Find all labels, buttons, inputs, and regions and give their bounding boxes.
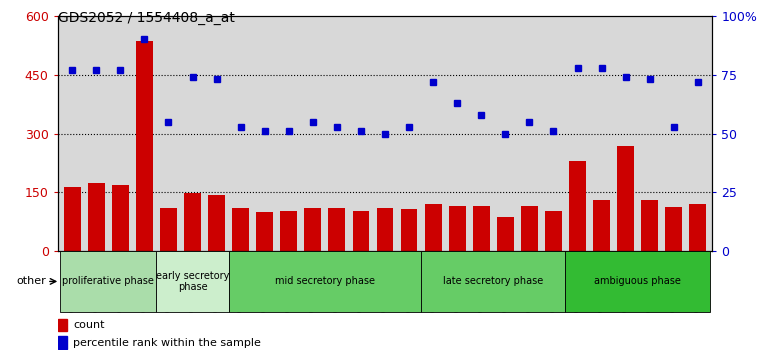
Text: GDS2052 / 1554408_a_at: GDS2052 / 1554408_a_at [58, 11, 235, 25]
Text: percentile rank within the sample: percentile rank within the sample [73, 338, 261, 348]
Bar [593, 200, 610, 251]
Text: mid secretory phase: mid secretory phase [275, 276, 375, 286]
Text: ambiguous phase: ambiguous phase [594, 276, 681, 286]
Text: proliferative phase: proliferative phase [62, 276, 154, 286]
Bar [58, 336, 68, 349]
Bar [208, 195, 225, 251]
Bar [60, 251, 156, 312]
Text: other: other [16, 276, 45, 286]
Bar [689, 204, 706, 251]
Bar [521, 206, 537, 251]
Bar [353, 211, 370, 251]
Bar [641, 200, 658, 251]
Bar [569, 161, 586, 251]
Bar [160, 208, 177, 251]
Bar [473, 206, 490, 251]
Bar [425, 204, 441, 251]
Bar [304, 208, 321, 251]
Bar [233, 208, 249, 251]
Bar [88, 183, 105, 251]
Bar [184, 193, 201, 251]
Text: early secretory
phase: early secretory phase [156, 270, 229, 292]
Bar [256, 212, 273, 251]
Bar [58, 319, 68, 331]
Bar [449, 206, 466, 251]
Bar [665, 207, 682, 251]
Bar [64, 187, 81, 251]
Bar [229, 251, 421, 312]
Bar [545, 211, 562, 251]
Bar [618, 146, 634, 251]
Bar [497, 217, 514, 251]
Text: count: count [73, 320, 105, 330]
Bar [136, 41, 152, 251]
Text: late secretory phase: late secretory phase [444, 276, 544, 286]
Bar [421, 251, 565, 312]
Bar [400, 209, 417, 251]
Bar [377, 208, 393, 251]
Bar [565, 251, 710, 312]
Bar [156, 251, 229, 312]
Bar [112, 185, 129, 251]
Bar [280, 211, 297, 251]
Bar [329, 208, 345, 251]
